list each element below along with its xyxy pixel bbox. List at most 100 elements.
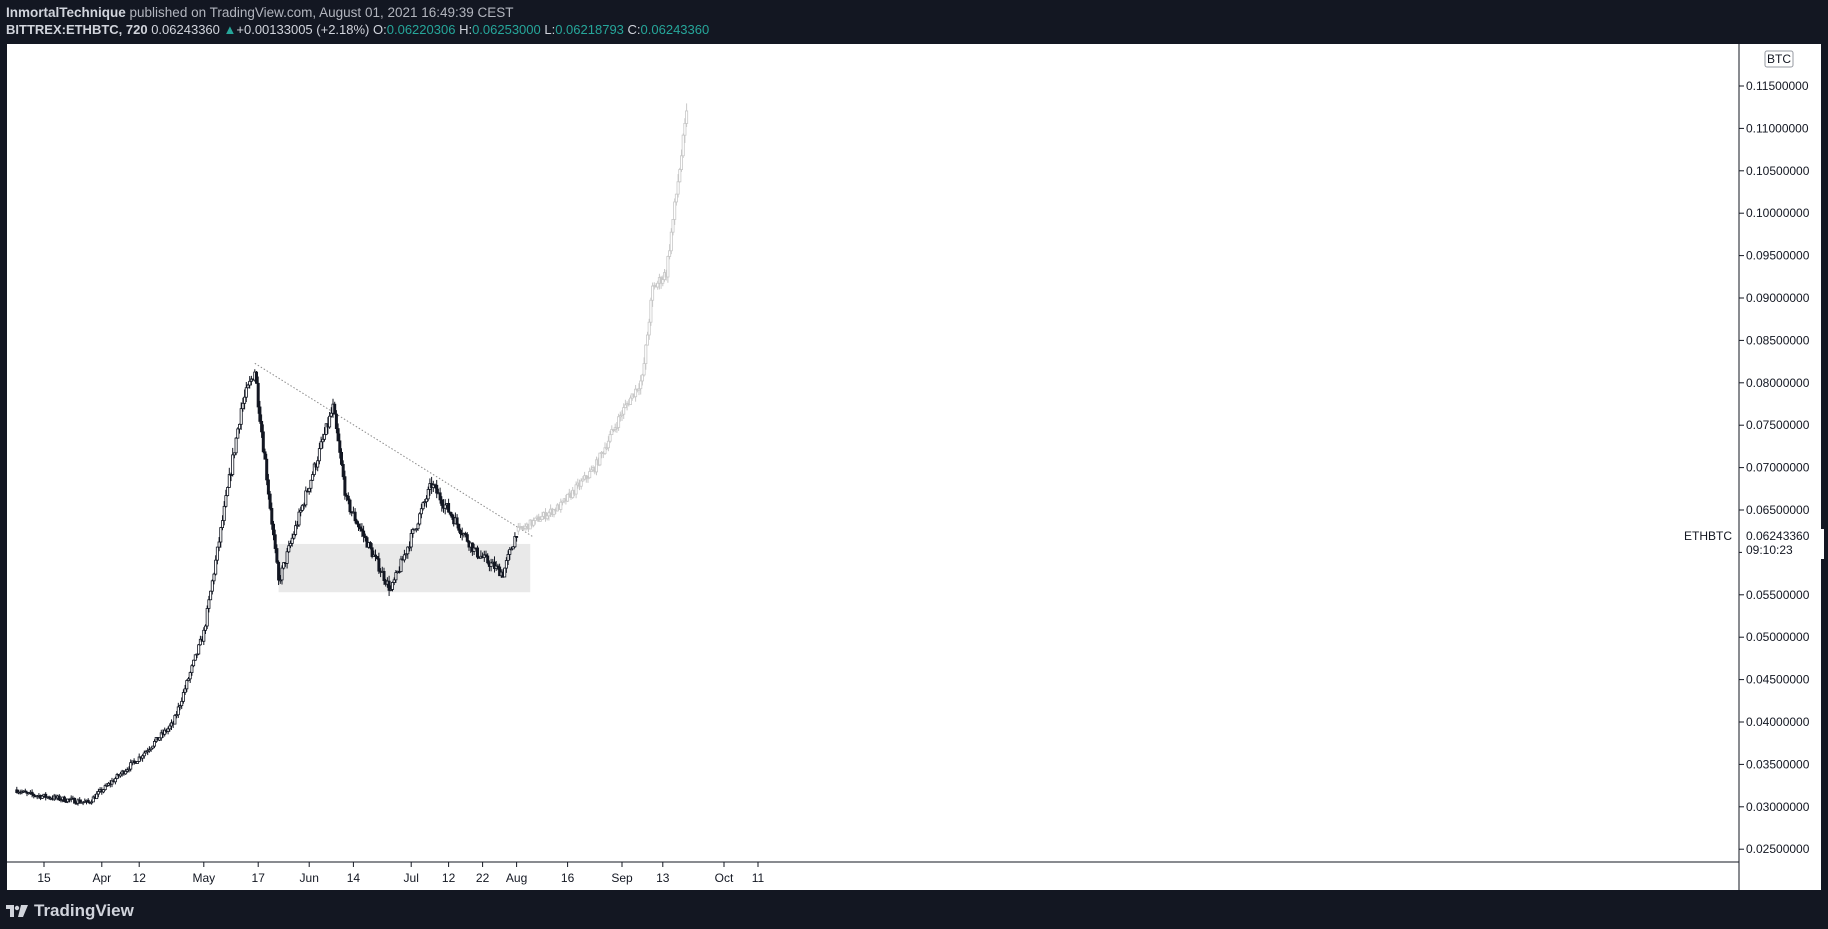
low-value: 0.06218793: [555, 22, 624, 37]
price-candle: [297, 508, 301, 528]
price-candle: [124, 768, 128, 775]
price-candle: [496, 563, 500, 571]
low-label: L:: [544, 22, 556, 37]
price-candle: [399, 555, 403, 573]
projection-candle: [537, 513, 541, 522]
tradingview-logo[interactable]: TradingView: [6, 901, 134, 921]
projection-candle: [618, 411, 622, 422]
price-candle: [152, 739, 156, 748]
price-tick-label: 0.10500000: [1746, 164, 1810, 178]
price-candle: [319, 436, 323, 450]
price-candle: [421, 501, 425, 511]
price-candle: [178, 704, 182, 711]
price-candle: [207, 595, 211, 613]
projection-candles: [516, 103, 689, 535]
price-candle: [186, 677, 190, 682]
price-candle: [280, 565, 284, 585]
price-candle: [40, 794, 44, 799]
price-candle: [115, 772, 119, 780]
price-candle: [234, 437, 238, 456]
chart-canvas[interactable]: 0.02500000 0.03000000 0.03500000 0.04000000…: [0, 44, 1828, 892]
price-candle: [192, 659, 196, 668]
time-tick-label: Aug: [506, 871, 527, 885]
projection-candle: [683, 118, 687, 143]
projection-candle: [584, 474, 588, 483]
price-candle: [346, 492, 350, 505]
price-candle: [113, 776, 117, 785]
price-candle: [176, 702, 180, 718]
price-candle: [217, 537, 221, 552]
price-candle: [336, 423, 340, 442]
time-axis[interactable]: 15 Apr 12 May 17 Jun 14 Jul 12 22 Aug 16 Sep 13 Oct 11: [37, 862, 765, 885]
projection-candle: [574, 481, 578, 499]
price-candle: [334, 410, 338, 434]
price-candle: [268, 490, 272, 511]
descending-trendline[interactable]: [254, 362, 534, 538]
price-candle: [414, 528, 418, 533]
price-candle: [47, 795, 51, 800]
price-candle: [324, 423, 328, 436]
price-candle: [146, 747, 150, 756]
price-candle: [226, 486, 230, 497]
projection-candle: [605, 443, 609, 451]
projection-candle: [646, 331, 650, 346]
price-candle: [470, 542, 474, 556]
price-tick-label: 0.11500000: [1746, 79, 1809, 93]
price-candle: [328, 412, 332, 429]
projection-candle: [540, 511, 544, 520]
price-candle: [237, 423, 241, 434]
price-candle: [402, 549, 406, 563]
open-label: O:: [373, 22, 387, 37]
time-tick-label: Apr: [92, 871, 111, 885]
price-candle: [163, 727, 167, 737]
price-candle: [215, 546, 219, 565]
price-candle: [387, 575, 391, 597]
price-candle: [312, 461, 316, 477]
price-tick-label: 0.09000000: [1746, 291, 1810, 305]
price-candle: [362, 525, 366, 543]
projection-candle: [644, 344, 648, 370]
price-candle: [214, 555, 218, 576]
price-candle: [261, 424, 265, 454]
price-tick-label: 0.07500000: [1746, 418, 1810, 432]
currency-badge[interactable]: [1764, 50, 1794, 68]
projection-candle: [545, 512, 549, 521]
price-candle: [96, 788, 100, 798]
price-candle: [338, 433, 342, 459]
price-candle: [168, 723, 172, 732]
projection-candle: [617, 413, 621, 431]
price-candle: [423, 498, 427, 507]
price-tick-label: 0.09500000: [1746, 249, 1810, 263]
time-tick-label: May: [192, 871, 215, 885]
price-candle: [62, 795, 66, 802]
price-candle: [404, 553, 408, 559]
price-candle: [222, 501, 226, 526]
price-candle: [418, 512, 422, 526]
price-tick-label: 0.02500000: [1746, 842, 1810, 856]
change-arrow-icon: ▲: [223, 22, 237, 37]
projection-candle: [579, 478, 583, 490]
price-candle: [102, 788, 106, 794]
projection-candle: [629, 395, 633, 405]
price-candle: [90, 799, 94, 805]
price-candle: [270, 502, 274, 530]
projection-candle: [640, 373, 644, 386]
price-candle: [236, 427, 240, 439]
price-tick-label: 0.04500000: [1746, 673, 1810, 687]
price-candle: [322, 427, 326, 442]
price-tick-label: 0.06500000: [1746, 503, 1810, 517]
price-candle: [195, 653, 199, 659]
price-axis[interactable]: 0.02500000 0.03000000 0.03500000 0.04000000…: [1739, 79, 1810, 856]
price-candle: [44, 792, 48, 801]
price-candle: [448, 511, 452, 517]
price-candle: [232, 452, 236, 459]
price-candle: [95, 791, 99, 800]
price-candle: [317, 442, 321, 465]
price-candle: [390, 581, 394, 592]
price-candle: [475, 545, 479, 560]
chart-area[interactable]: 0.02500000 0.03000000 0.03500000 0.04000000…: [0, 44, 1828, 892]
projection-candle: [681, 133, 685, 158]
symbol-label[interactable]: BITTREX:ETHBTC, 720: [6, 22, 148, 37]
author-name[interactable]: InmortalTechnique: [6, 5, 126, 20]
price-candle: [275, 544, 279, 564]
